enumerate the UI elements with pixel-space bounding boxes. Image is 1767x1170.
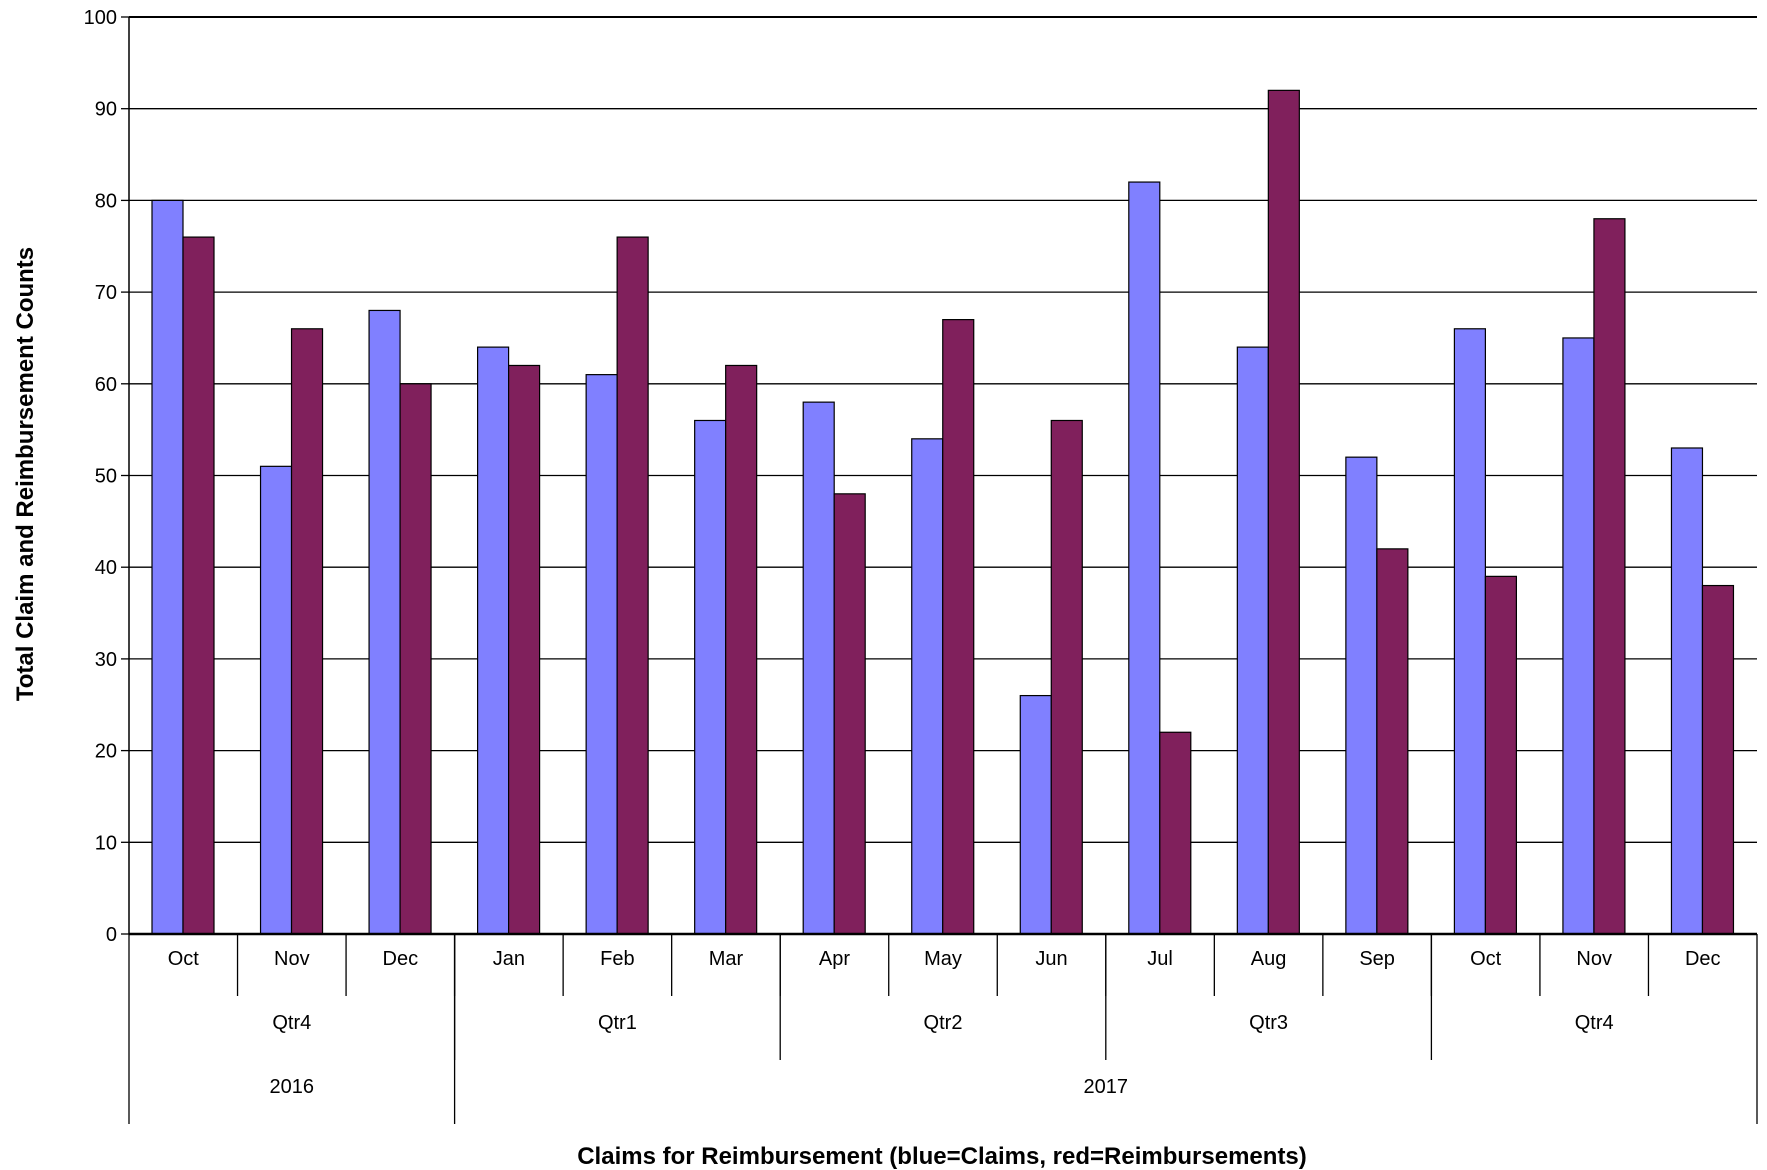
bar-claims-dec-14 [1670, 447, 1704, 935]
x-tick-label-month: Mar [709, 948, 744, 970]
y-tick-label: 80 [95, 190, 117, 212]
x-tick-label-month: Jan [493, 948, 525, 970]
x-tick-label-quarter: Qtr3 [1249, 1012, 1288, 1034]
bar-reimbursements-oct-0 [182, 236, 215, 935]
x-tick-label-quarter: Qtr1 [598, 1012, 637, 1034]
bar-reimbursements-nov-13 [1593, 218, 1626, 935]
x-axis-title: Claims for Reimbursement (blue=Claims, r… [577, 1143, 1307, 1170]
x-tick-label-month: Jul [1147, 948, 1173, 970]
bar-reimbursements-may-7 [942, 319, 975, 935]
bar-claims-oct-0 [151, 199, 184, 935]
bar-claims-jun-8 [1019, 694, 1052, 935]
x-tick-label-month: Jun [1035, 948, 1067, 970]
bar-reimbursements-sep-11 [1376, 548, 1409, 935]
x-tick-label-month: May [924, 948, 962, 970]
y-tick-label: 60 [95, 374, 117, 396]
x-tick-label-month: Oct [168, 948, 200, 970]
bar-reimbursements-apr-6 [833, 493, 866, 935]
bars [151, 89, 1735, 935]
x-tick-label-year: 2017 [1084, 1076, 1129, 1098]
y-tick-label: 0 [106, 924, 117, 946]
bar-claims-jan-3 [477, 346, 510, 935]
y-tick-label: 10 [95, 832, 117, 854]
y-tick-labels: 0 10 20 30 40 50 60 70 80 90 100 [84, 7, 117, 946]
bar-reimbursements-jul-9 [1159, 731, 1192, 935]
bar-reimbursements-nov-1 [290, 328, 324, 935]
bar-claims-sep-11 [1345, 456, 1378, 935]
bar-reimbursements-mar-5 [725, 364, 758, 935]
bar-claims-dec-2 [368, 309, 401, 935]
x-tick-label-quarter: Qtr2 [924, 1012, 963, 1034]
y-tick-label: 100 [84, 7, 117, 29]
x-tick-label-month: Oct [1470, 948, 1502, 970]
x-category-labels: Oct Nov Dec Jan Feb Mar Apr May Jun Jul Aug Sep Oct N… [168, 948, 1721, 1098]
bar-claims-oct-12 [1453, 328, 1487, 935]
bar-reimbursements-jan-3 [508, 364, 541, 935]
bar-claims-jul-9 [1128, 181, 1161, 935]
bar-claims-aug-10 [1236, 346, 1269, 935]
bar-reimbursements-dec-14 [1701, 584, 1735, 935]
y-tick-label: 30 [95, 649, 117, 671]
y-tick-label: 20 [95, 741, 117, 763]
y-tick-label: 40 [95, 557, 117, 579]
x-tick-label-year: 2016 [270, 1076, 315, 1098]
bar-claims-may-7 [911, 438, 944, 935]
x-tick-label-quarter: Qtr4 [272, 1012, 311, 1034]
bar-claims-apr-6 [802, 401, 835, 935]
y-tick-label: 90 [95, 99, 117, 121]
bar-claims-feb-4 [585, 374, 618, 935]
x-tick-label-month: Apr [819, 948, 850, 970]
y-tick-label: 50 [95, 466, 117, 488]
x-tick-label-quarter: Qtr4 [1575, 1012, 1614, 1034]
x-tick-label-month: Sep [1359, 948, 1395, 970]
x-tick-label-month: Feb [600, 948, 634, 970]
axes [121, 16, 1758, 1124]
bar-claims-nov-13 [1562, 337, 1595, 935]
y-tick-label: 70 [95, 282, 117, 304]
x-tick-label-month: Dec [1685, 948, 1721, 970]
bar-reimbursements-feb-4 [616, 236, 649, 935]
bar-claims-nov-1 [259, 465, 293, 935]
bar-reimbursements-aug-10 [1267, 89, 1300, 935]
x-tick-label-month: Aug [1251, 948, 1287, 970]
y-axis-title: Total Claim and Reimbursement Counts [12, 247, 39, 701]
bar-reimbursements-oct-12 [1484, 575, 1518, 935]
bar-reimbursements-jun-8 [1050, 419, 1083, 935]
x-tick-label-month: Dec [383, 948, 419, 970]
x-tick-label-month: Nov [1576, 948, 1612, 970]
x-tick-label-month: Nov [274, 948, 310, 970]
bar-claims-mar-5 [694, 419, 727, 935]
bar-reimbursements-dec-2 [399, 383, 432, 935]
